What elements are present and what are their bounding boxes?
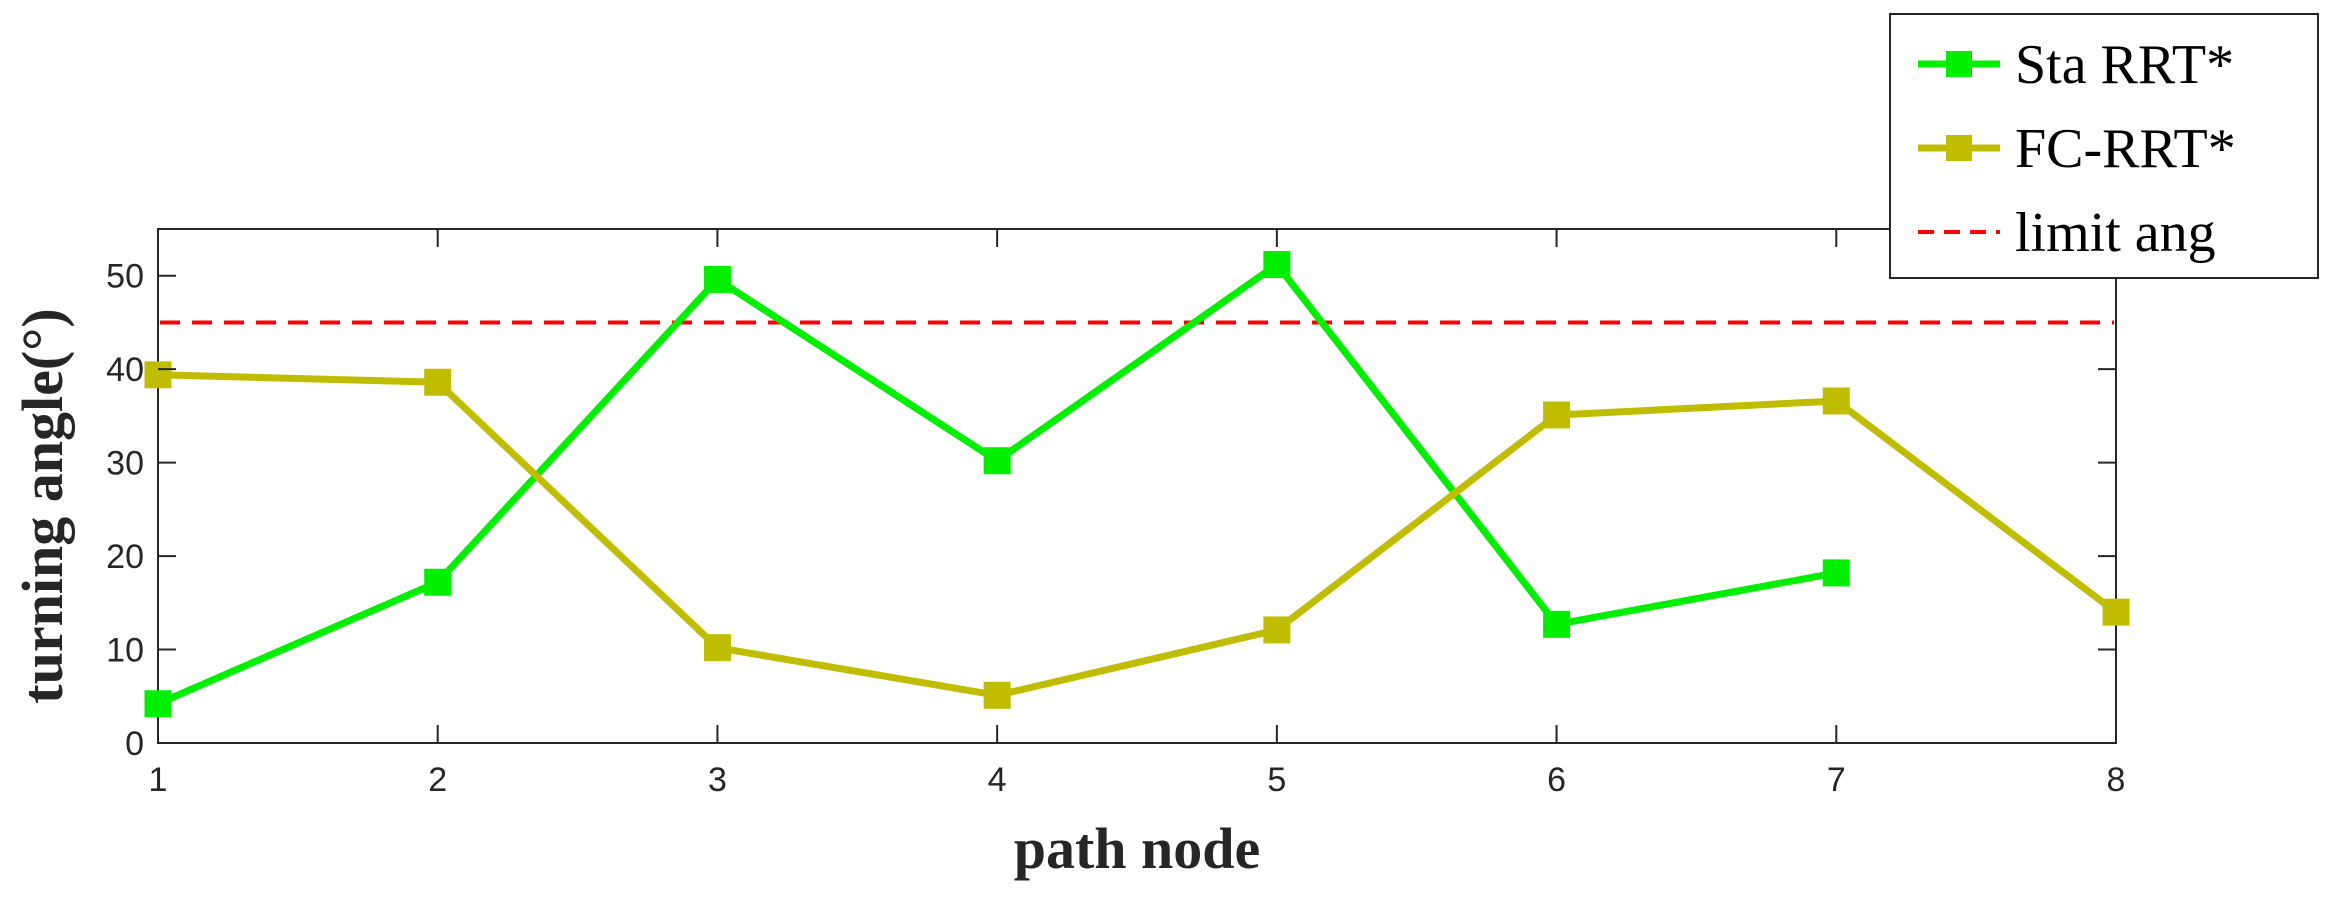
x-tick-label: 2 (428, 761, 447, 799)
data-point-marker (1543, 401, 1571, 429)
x-tick-label: 1 (149, 761, 168, 799)
data-point-marker (1543, 610, 1571, 638)
series-1 (144, 251, 1850, 718)
data-point-marker (424, 368, 452, 396)
legend-label: Sta RRT* (2015, 34, 2234, 96)
data-point-marker (1822, 387, 1850, 415)
legend-label: FC-RRT* (2015, 118, 2236, 180)
data-point-marker (144, 690, 172, 718)
y-tick-label: 30 (106, 445, 144, 483)
x-tick-label: 5 (1267, 761, 1286, 799)
y-tick-label: 10 (106, 632, 144, 670)
data-point-marker (144, 361, 172, 389)
plot-area (157, 228, 2117, 744)
legend-marker-swatch (1946, 51, 1972, 77)
data-point-marker (1263, 251, 1291, 279)
data-point-marker (424, 568, 452, 596)
y-tick-label: 50 (106, 258, 144, 296)
plot-frame (157, 228, 2117, 744)
x-tick-label: 7 (1827, 761, 1846, 799)
legend-entry: FC-RRT* (1918, 118, 2236, 180)
data-point-marker (983, 447, 1011, 475)
data-point-marker (1263, 616, 1291, 644)
y-axis-title: turning angle(°) (10, 308, 75, 703)
x-tick-label: 6 (1547, 761, 1566, 799)
legend-label: limit ang (2015, 202, 2216, 264)
x-tick-label: 8 (2107, 761, 2126, 799)
series-2 (144, 361, 2130, 709)
y-tick-label: 0 (125, 725, 144, 763)
legend-marker-swatch (1946, 135, 1972, 161)
y-tick-label: 40 (106, 351, 144, 389)
legend-entry: Sta RRT* (1918, 34, 2234, 96)
x-tick-label: 3 (708, 761, 727, 799)
data-point-marker (2102, 598, 2130, 626)
legend: Sta RRT* FC-RRT* limit ang (1889, 13, 2319, 279)
x-axis-title: path node (1014, 816, 1261, 881)
data-point-marker (703, 634, 731, 662)
data-point-marker (983, 681, 1011, 709)
y-axis-ticks: 0 10 20 30 40 50 (106, 258, 2116, 763)
series-line (157, 371, 2119, 699)
x-tick-label: 4 (988, 761, 1007, 799)
series-layer (144, 251, 2130, 718)
y-tick-label: 20 (106, 538, 144, 576)
x-axis-ticks: 1 2 3 4 5 6 7 8 (149, 229, 2126, 799)
legend-entry: limit ang (1918, 202, 2216, 264)
data-point-marker (703, 265, 731, 293)
data-point-marker (1822, 559, 1850, 587)
